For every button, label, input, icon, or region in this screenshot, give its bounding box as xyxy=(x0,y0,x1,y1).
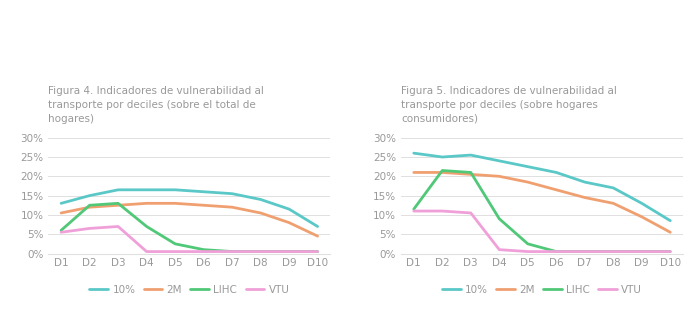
VTU xyxy=(410,209,418,213)
10% xyxy=(199,190,208,194)
LIHC xyxy=(257,250,265,254)
2M xyxy=(86,205,94,209)
10% xyxy=(552,171,560,175)
VTU xyxy=(199,250,208,254)
2M xyxy=(114,203,122,207)
2M xyxy=(57,211,66,215)
2M xyxy=(199,203,208,207)
10% xyxy=(142,188,150,192)
LIHC xyxy=(438,169,446,173)
Legend: 10%, 2M, LIHC, VTU: 10%, 2M, LIHC, VTU xyxy=(86,281,293,299)
LIHC xyxy=(666,250,674,254)
LIHC xyxy=(142,225,150,228)
LIHC xyxy=(638,250,646,254)
LIHC xyxy=(228,250,236,254)
Legend: 10%, 2M, LIHC, VTU: 10%, 2M, LIHC, VTU xyxy=(438,281,646,299)
VTU xyxy=(142,250,150,254)
VTU xyxy=(552,250,560,254)
Text: Figura 5. Indicadores de vulnerabilidad al
transporte por deciles (sobre hogares: Figura 5. Indicadores de vulnerabilidad … xyxy=(401,86,617,124)
10% xyxy=(410,151,418,155)
LIHC xyxy=(410,207,418,211)
2M xyxy=(495,174,504,178)
VTU xyxy=(609,250,618,254)
2M xyxy=(313,234,322,238)
VTU xyxy=(581,250,589,254)
LIHC xyxy=(552,250,560,254)
10% xyxy=(495,159,504,163)
2M xyxy=(285,221,293,225)
2M xyxy=(228,205,236,209)
10% xyxy=(228,192,236,196)
VTU xyxy=(257,250,265,254)
LIHC xyxy=(581,250,589,254)
Line: LIHC: LIHC xyxy=(61,203,317,252)
Line: 2M: 2M xyxy=(61,203,317,236)
LIHC xyxy=(171,242,179,246)
2M xyxy=(142,202,150,205)
VTU xyxy=(638,250,646,254)
2M xyxy=(666,230,674,234)
LIHC xyxy=(524,242,532,246)
2M xyxy=(171,202,179,205)
Line: 10%: 10% xyxy=(414,153,670,221)
10% xyxy=(638,202,646,205)
VTU xyxy=(171,250,179,254)
2M xyxy=(524,180,532,184)
2M xyxy=(410,171,418,175)
VTU xyxy=(466,211,475,215)
10% xyxy=(466,153,475,157)
2M xyxy=(466,173,475,176)
LIHC xyxy=(114,202,122,205)
Line: 2M: 2M xyxy=(414,173,670,232)
Line: VTU: VTU xyxy=(61,227,317,252)
2M xyxy=(638,215,646,219)
Text: Figura 4. Indicadores de vulnerabilidad al
transporte por deciles (sobre el tota: Figura 4. Indicadores de vulnerabilidad … xyxy=(48,86,264,124)
VTU xyxy=(666,250,674,254)
2M xyxy=(438,171,446,175)
10% xyxy=(438,155,446,159)
10% xyxy=(524,165,532,169)
VTU xyxy=(285,250,293,254)
VTU xyxy=(114,225,122,228)
VTU xyxy=(495,248,504,252)
LIHC xyxy=(495,217,504,221)
LIHC xyxy=(57,228,66,232)
VTU xyxy=(86,227,94,230)
2M xyxy=(581,196,589,200)
10% xyxy=(285,207,293,211)
10% xyxy=(86,194,94,198)
2M xyxy=(609,202,618,205)
LIHC xyxy=(285,250,293,254)
10% xyxy=(57,202,66,205)
Line: 10%: 10% xyxy=(61,190,317,227)
LIHC xyxy=(86,203,94,207)
10% xyxy=(257,198,265,202)
10% xyxy=(609,186,618,190)
VTU xyxy=(228,250,236,254)
LIHC xyxy=(466,171,475,175)
VTU xyxy=(313,250,322,254)
LIHC xyxy=(199,248,208,252)
10% xyxy=(114,188,122,192)
Line: LIHC: LIHC xyxy=(414,171,670,252)
2M xyxy=(552,188,560,192)
10% xyxy=(666,219,674,223)
10% xyxy=(581,180,589,184)
VTU xyxy=(438,209,446,213)
LIHC xyxy=(313,250,322,254)
10% xyxy=(171,188,179,192)
2M xyxy=(257,211,265,215)
VTU xyxy=(524,250,532,254)
10% xyxy=(313,225,322,228)
Line: VTU: VTU xyxy=(414,211,670,252)
LIHC xyxy=(609,250,618,254)
VTU xyxy=(57,230,66,234)
